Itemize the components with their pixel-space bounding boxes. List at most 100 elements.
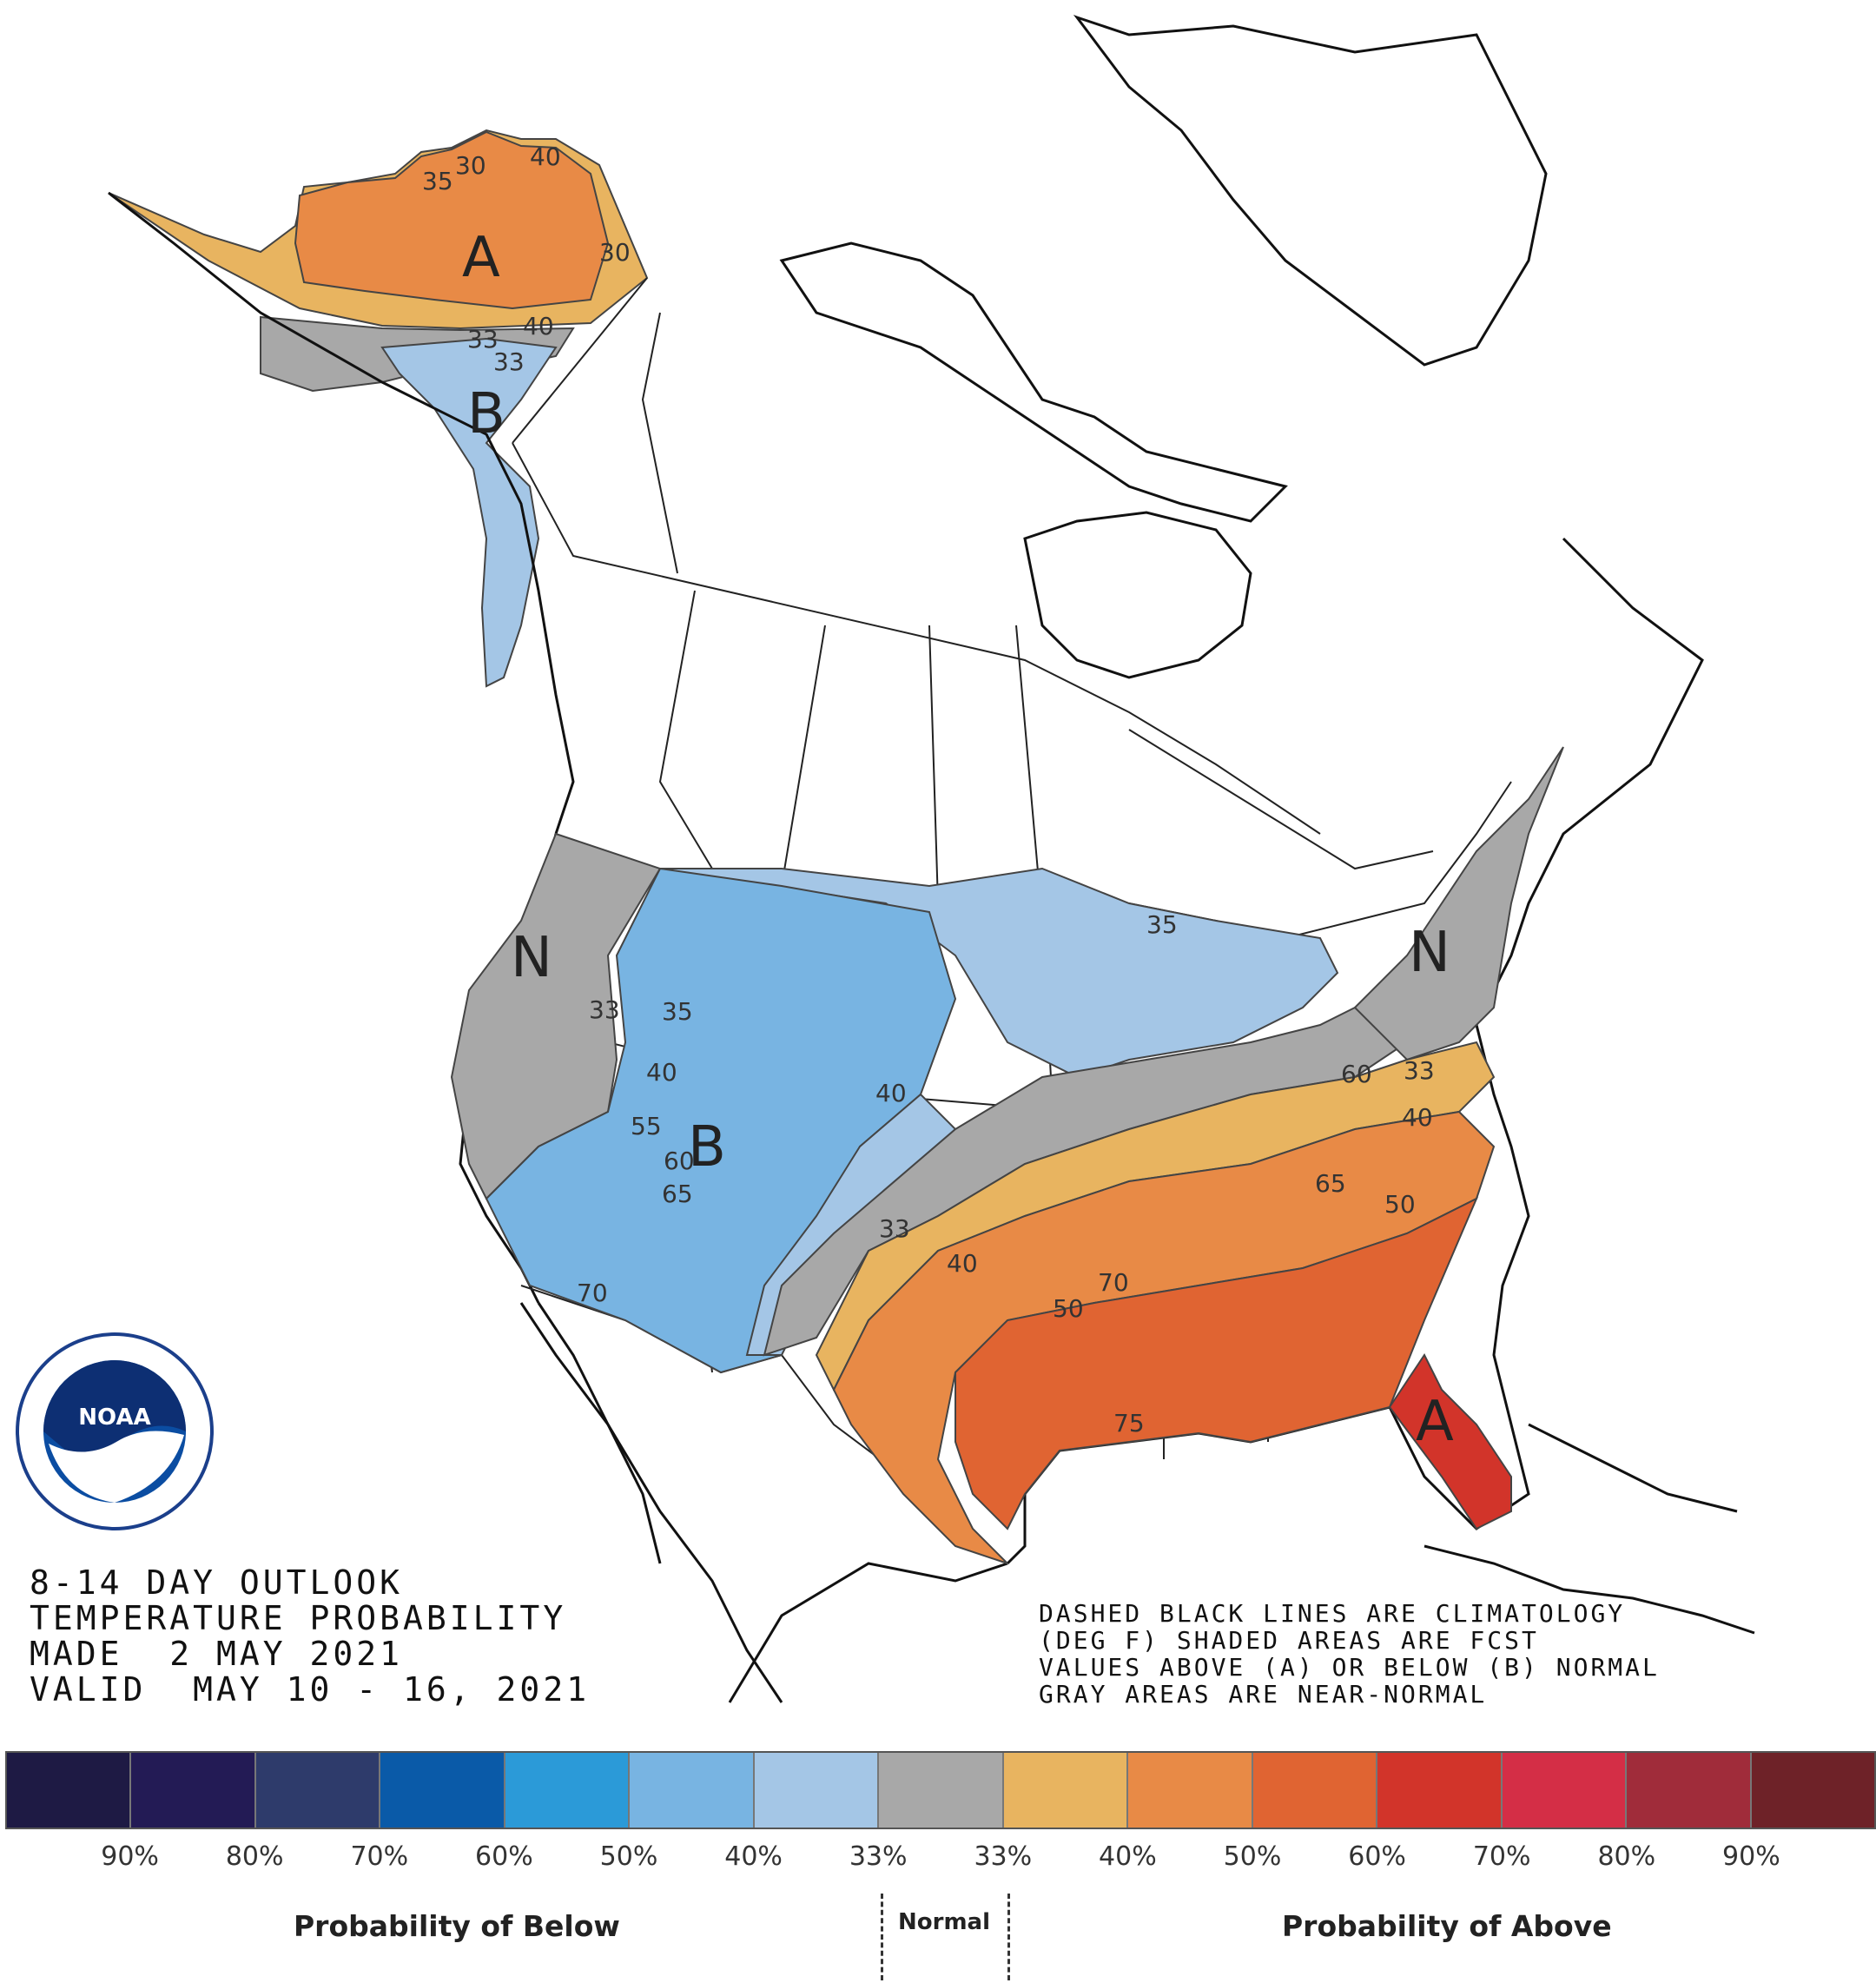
east-normal-letter: N xyxy=(1409,921,1450,985)
legend-above-label: Probability of Above xyxy=(1282,1909,1612,1943)
legend-tick-label: 50% xyxy=(599,1841,658,1872)
baja xyxy=(537,1302,662,1564)
legend-swatch xyxy=(7,1753,132,1828)
contour-label: 33 xyxy=(493,347,525,376)
normal-divider-right xyxy=(1007,1894,1010,1980)
cuba xyxy=(1424,1544,1755,1635)
mexico-coast xyxy=(519,1302,1008,1703)
contour-label: 70 xyxy=(1098,1268,1129,1297)
legend-tick-label: 33% xyxy=(849,1841,908,1872)
arctic-islands xyxy=(779,241,1288,523)
legend-below-label: Probability of Below xyxy=(294,1909,620,1943)
legend-tick-label: 80% xyxy=(225,1841,284,1872)
contour-label: 55 xyxy=(631,1112,662,1140)
legend-swatch xyxy=(1377,1753,1503,1828)
normal-divider-left xyxy=(881,1894,883,1980)
legend-swatch xyxy=(1003,1753,1129,1828)
west-below-letter: B xyxy=(688,1115,726,1180)
legend-swatch xyxy=(131,1753,256,1828)
west-below-shading xyxy=(485,867,957,1374)
contour-label: 35 xyxy=(1146,910,1178,939)
title-line-1: 8-14 DAY OUTLOOK xyxy=(30,1563,404,1602)
legend-tick-label: 90% xyxy=(1722,1841,1780,1872)
contour-label: 40 xyxy=(875,1079,907,1107)
contour-label: 70 xyxy=(577,1279,608,1307)
contour-label: 40 xyxy=(523,312,554,340)
legend-tick-label: 80% xyxy=(1597,1841,1656,1872)
alaska-region xyxy=(108,129,649,688)
conus-region xyxy=(450,746,1564,1564)
alaska-coast xyxy=(108,191,575,835)
legend-swatch xyxy=(505,1753,631,1828)
note-line-4: GRAY AREAS ARE NEAR-NORMAL xyxy=(1039,1680,1488,1709)
contour-label: 75 xyxy=(1113,1409,1145,1438)
legend-swatch xyxy=(1252,1753,1378,1828)
title-line-3: MADE 2 MAY 2021 xyxy=(30,1635,404,1673)
east-coast xyxy=(1388,537,1704,1530)
contour-label: 50 xyxy=(1053,1294,1084,1323)
legend-normal-label: Normal xyxy=(898,1909,990,1935)
contour-label: 60 xyxy=(1341,1060,1372,1088)
title-line-4: VALID MAY 10 - 16, 2021 xyxy=(30,1670,591,1709)
west-normal-letter: N xyxy=(511,926,552,990)
canada-provinces xyxy=(512,312,1434,922)
southeast-above-strong-shading xyxy=(955,1196,1478,1530)
legend-tick-label: 90% xyxy=(101,1841,159,1872)
legend-swatch xyxy=(1502,1753,1628,1828)
florida-above-letter: A xyxy=(1416,1390,1454,1454)
noaa-logo-text: NOAA xyxy=(78,1405,150,1431)
contour-label: 35 xyxy=(422,167,453,195)
alaska-below-shading xyxy=(380,337,558,688)
contour-label: 33 xyxy=(1404,1056,1435,1085)
legend-swatch xyxy=(754,1753,880,1828)
legend-swatch xyxy=(1128,1753,1253,1828)
florida-above-shading xyxy=(1388,1353,1512,1530)
note-line-3: VALUES ABOVE (A) OR BELOW (B) NORMAL xyxy=(1039,1653,1660,1682)
title-line-2: TEMPERATURE PROBABILITY xyxy=(30,1599,567,1637)
legend-tick-label: 33% xyxy=(974,1841,1033,1872)
alaska-below-letter: B xyxy=(467,382,505,446)
legend-swatch xyxy=(255,1753,381,1828)
legend-swatch xyxy=(630,1753,755,1828)
contour-label: 40 xyxy=(947,1249,978,1278)
contour-label: 33 xyxy=(589,995,620,1024)
hudson-bay xyxy=(1023,511,1252,679)
contour-label: 65 xyxy=(1315,1169,1346,1198)
legend-color-bar xyxy=(5,1751,1876,1829)
contour-labels: 35 30 40 30 40 33 33 33 35 40 55 60 65 7… xyxy=(422,142,1435,1438)
legend-swatch xyxy=(1751,1753,1875,1828)
contour-label: 50 xyxy=(1384,1190,1416,1219)
contour-label: 35 xyxy=(662,997,693,1026)
note-line-2: (DEG F) SHADED AREAS ARE FCST xyxy=(1039,1626,1539,1655)
legend-tick-label: 40% xyxy=(724,1841,783,1872)
legend-tick-label: 50% xyxy=(1223,1841,1282,1872)
legend-tick-label: 40% xyxy=(1099,1841,1157,1872)
legend-swatch xyxy=(380,1753,505,1828)
contour-label: 40 xyxy=(530,142,561,171)
ak-canada-border xyxy=(512,277,648,444)
bahamas xyxy=(1528,1423,1738,1513)
alaska-above-letter: A xyxy=(462,226,500,290)
legend-tick-label: 70% xyxy=(350,1841,409,1872)
note-line-1: DASHED BLACK LINES ARE CLIMATOLOGY xyxy=(1039,1599,1626,1628)
title-block: 8-14 DAY OUTLOOK TEMPERATURE PROBABILITY… xyxy=(30,1565,590,1708)
outlook-map: 35 30 40 30 40 33 33 33 35 40 55 60 65 7… xyxy=(108,15,1755,1703)
contour-label: 40 xyxy=(646,1058,677,1087)
legend-swatch xyxy=(1627,1753,1752,1828)
west-below-light-shading xyxy=(659,867,1339,1079)
legend-tick-label: 60% xyxy=(475,1841,533,1872)
contour-label: 30 xyxy=(599,238,631,267)
greenland-coast xyxy=(1073,15,1548,367)
contour-label: 33 xyxy=(879,1214,910,1243)
contour-label: 40 xyxy=(1402,1103,1433,1132)
legend-tick-label: 60% xyxy=(1348,1841,1406,1872)
legend-tick-label: 70% xyxy=(1472,1841,1531,1872)
region-letters: A B N B N A xyxy=(462,226,1454,1454)
legend-swatch xyxy=(879,1753,1004,1828)
alaska-above-inner-shading xyxy=(294,130,610,310)
contour-label: 65 xyxy=(662,1180,693,1208)
contour-label: 60 xyxy=(664,1147,695,1175)
contour-label: 30 xyxy=(455,151,486,180)
east-normal-shading xyxy=(1353,746,1564,1061)
note-block: DASHED BLACK LINES ARE CLIMATOLOGY (DEG … xyxy=(1039,1600,1660,1708)
